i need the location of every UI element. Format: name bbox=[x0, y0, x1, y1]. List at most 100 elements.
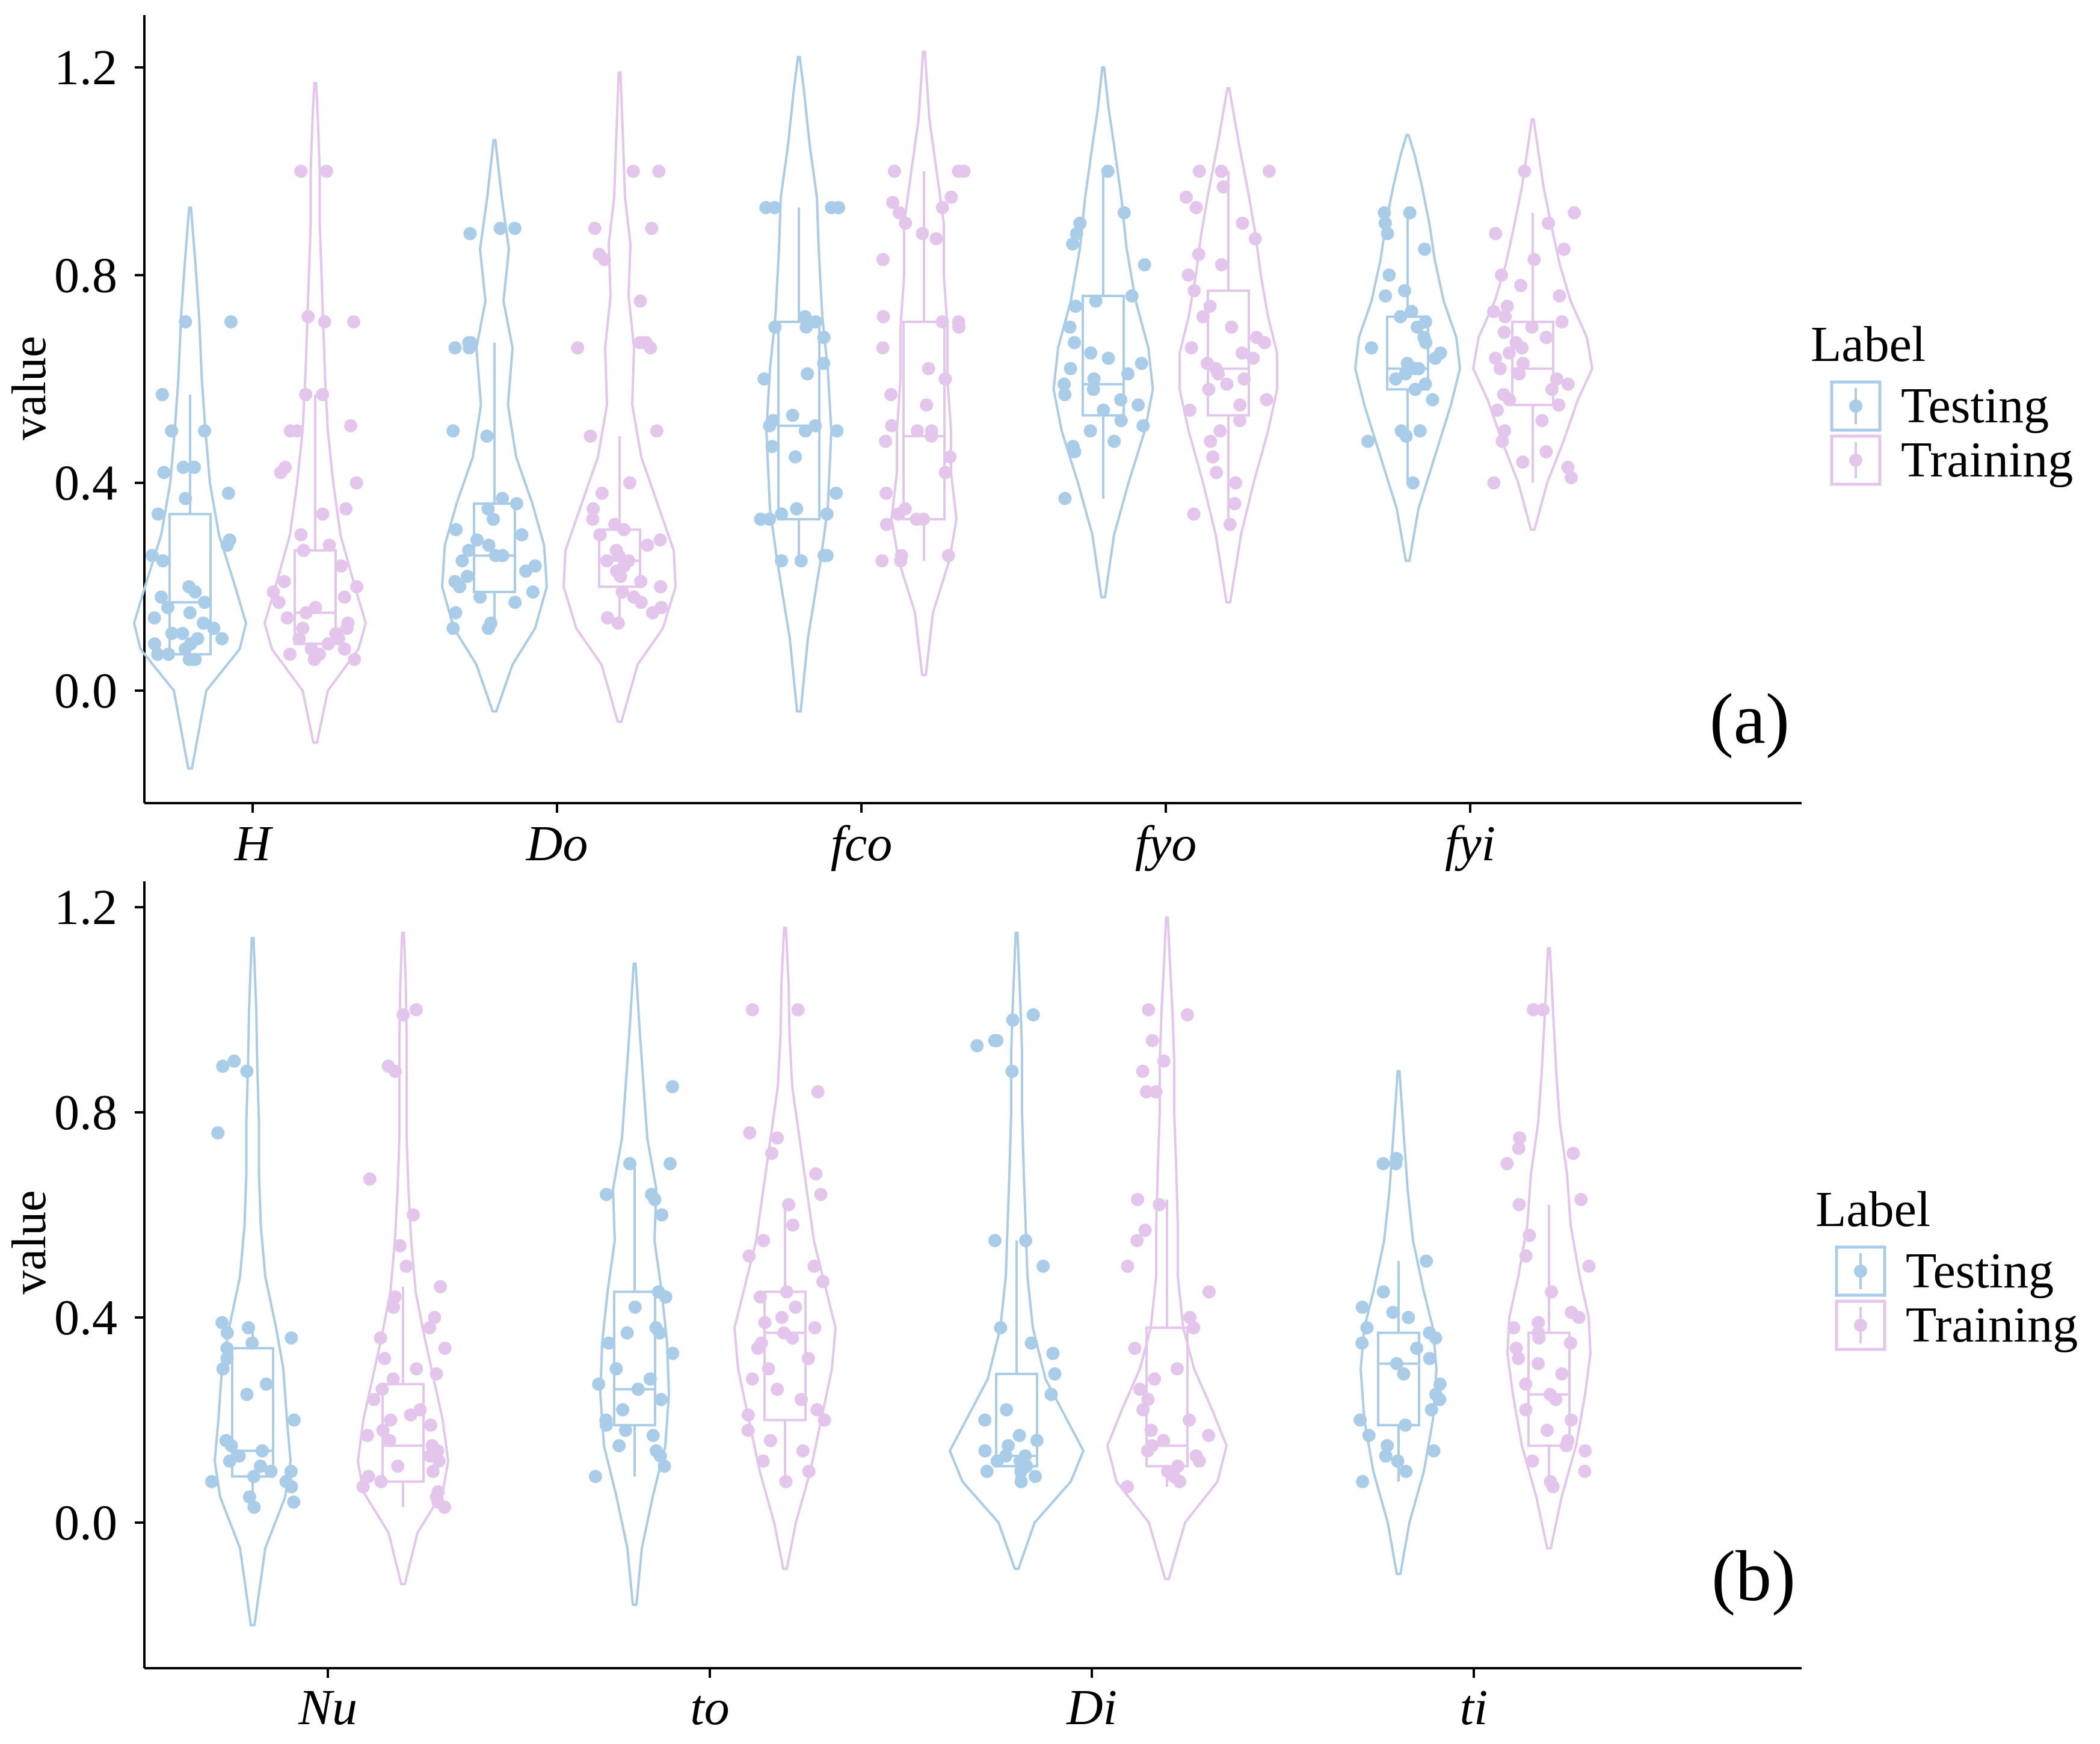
violin-group-testing[interactable] bbox=[1353, 1070, 1447, 1576]
data-point bbox=[1029, 1470, 1042, 1484]
data-point bbox=[1561, 460, 1575, 474]
violin-group-training[interactable] bbox=[1500, 947, 1596, 1550]
data-point bbox=[383, 1434, 396, 1447]
violin-group-testing[interactable] bbox=[949, 931, 1085, 1570]
data-point bbox=[786, 1218, 799, 1232]
data-point bbox=[496, 549, 510, 562]
data-point bbox=[1044, 1387, 1058, 1401]
violin-group-training[interactable] bbox=[1178, 87, 1278, 604]
legend-entry-training-a[interactable]: Training bbox=[1830, 432, 2073, 488]
data-point bbox=[1389, 372, 1403, 386]
data-point bbox=[1487, 476, 1501, 490]
data-point bbox=[182, 580, 196, 594]
data-point bbox=[1161, 1464, 1175, 1478]
data-point bbox=[449, 606, 463, 620]
violin-group-testing[interactable] bbox=[589, 962, 680, 1606]
data-point bbox=[1132, 398, 1145, 412]
data-point bbox=[1518, 164, 1532, 178]
data-point bbox=[814, 1188, 828, 1201]
data-point bbox=[650, 1444, 663, 1458]
violin-group-testing[interactable] bbox=[754, 55, 846, 713]
data-point bbox=[318, 315, 331, 328]
legend-entry-training-b[interactable]: Training bbox=[1835, 1297, 2078, 1353]
legend-key-dot-training-a bbox=[1849, 454, 1862, 467]
data-point bbox=[1171, 1459, 1184, 1473]
violin-group-testing[interactable] bbox=[441, 138, 548, 713]
violin-group-testing[interactable] bbox=[205, 937, 301, 1627]
data-point bbox=[1145, 1034, 1159, 1047]
data-point bbox=[1361, 434, 1375, 448]
data-point bbox=[641, 538, 654, 552]
legend-title-a: Label bbox=[1811, 316, 1926, 372]
panel-label-b: (b) bbox=[1711, 1536, 1796, 1616]
violin-group-training[interactable] bbox=[1472, 118, 1593, 531]
y-tick-label: 0.0 bbox=[54, 1495, 117, 1551]
data-point bbox=[510, 497, 523, 511]
violin-shape bbox=[562, 71, 677, 723]
data-point bbox=[609, 543, 623, 557]
legend-entry-testing-b[interactable]: Testing bbox=[1835, 1243, 2054, 1299]
data-point bbox=[876, 341, 890, 355]
data-point bbox=[1555, 315, 1569, 328]
data-point bbox=[1489, 351, 1503, 365]
data-point bbox=[1213, 424, 1227, 438]
data-point bbox=[205, 1474, 218, 1488]
data-point bbox=[285, 1331, 298, 1345]
data-point bbox=[1423, 1326, 1436, 1340]
data-point bbox=[816, 1275, 830, 1289]
data-point bbox=[879, 486, 893, 500]
legend-entry-testing-a[interactable]: Testing bbox=[1830, 378, 2049, 434]
violin-group-training[interactable] bbox=[875, 51, 971, 677]
violin-group-training[interactable] bbox=[356, 931, 452, 1586]
violin-group-training[interactable] bbox=[733, 926, 837, 1570]
data-point bbox=[254, 1459, 267, 1473]
data-point bbox=[446, 424, 460, 438]
data-point bbox=[1495, 268, 1509, 282]
violin-group-testing[interactable] bbox=[1052, 66, 1154, 599]
data-point bbox=[988, 1034, 1002, 1047]
data-point bbox=[743, 1126, 757, 1140]
data-point bbox=[431, 1485, 445, 1499]
violin-group-training[interactable] bbox=[562, 71, 677, 723]
violin-group-training[interactable] bbox=[263, 81, 367, 744]
data-point bbox=[1262, 164, 1276, 178]
data-point bbox=[611, 616, 625, 630]
data-point bbox=[627, 590, 641, 604]
data-point bbox=[920, 398, 934, 412]
data-point bbox=[978, 1413, 992, 1427]
data-point bbox=[1413, 424, 1427, 438]
data-point bbox=[1382, 268, 1396, 282]
data-point bbox=[1353, 1413, 1367, 1427]
data-point bbox=[363, 1172, 377, 1186]
data-point bbox=[1512, 1198, 1526, 1212]
violin-group-testing[interactable] bbox=[133, 206, 247, 770]
data-point bbox=[1192, 164, 1206, 178]
data-point bbox=[1246, 351, 1260, 365]
data-point bbox=[584, 430, 597, 443]
data-point bbox=[1532, 1357, 1545, 1370]
data-point bbox=[608, 517, 622, 531]
data-point bbox=[802, 1464, 816, 1478]
data-point bbox=[910, 513, 923, 526]
data-point bbox=[1260, 393, 1273, 407]
data-point bbox=[1215, 258, 1228, 272]
box-iqr bbox=[1207, 289, 1250, 417]
data-point bbox=[1117, 206, 1131, 220]
data-point bbox=[665, 1080, 679, 1094]
data-point bbox=[1136, 1064, 1150, 1078]
data-point bbox=[188, 653, 202, 667]
data-point bbox=[1087, 372, 1101, 386]
data-point bbox=[791, 1003, 805, 1017]
violin-group-testing[interactable] bbox=[1354, 134, 1461, 562]
violin-shape bbox=[441, 138, 548, 713]
data-point bbox=[349, 476, 363, 490]
violin-group-training[interactable] bbox=[1106, 916, 1228, 1580]
data-point bbox=[925, 424, 938, 438]
data-point bbox=[294, 164, 308, 178]
data-point bbox=[1101, 164, 1115, 178]
data-point bbox=[1519, 1403, 1533, 1417]
data-point bbox=[480, 430, 494, 443]
data-point bbox=[448, 575, 462, 588]
data-point bbox=[654, 600, 668, 614]
data-point bbox=[156, 554, 170, 568]
